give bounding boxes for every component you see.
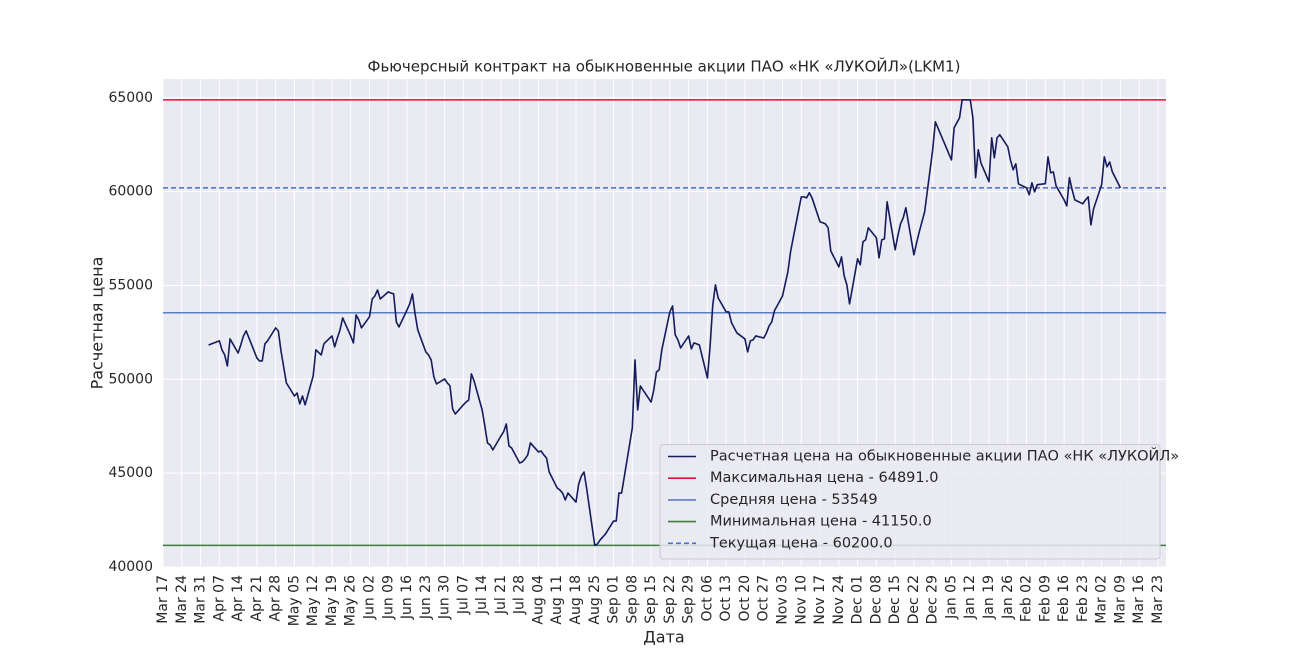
x-tick-label: Jun 09 xyxy=(380,575,396,620)
y-tick-label: 50000 xyxy=(108,371,153,387)
x-tick-label: Dec 22 xyxy=(906,575,922,624)
y-tick-label: 40000 xyxy=(108,559,153,575)
x-axis-label: Дата xyxy=(643,628,684,647)
x-tick-label: Oct 20 xyxy=(737,575,753,621)
x-tick-label: May 19 xyxy=(324,575,340,626)
y-tick-label: 60000 xyxy=(108,184,153,200)
x-tick-label: Jun 16 xyxy=(399,575,415,620)
legend-label: Средняя цена - 53549 xyxy=(710,492,878,508)
x-tick-label: Jan 26 xyxy=(1000,575,1016,620)
legend: Расчетная цена на обыкновенные акции ПАО… xyxy=(659,444,1179,560)
x-tick-label: Sep 15 xyxy=(643,575,659,624)
x-tick-label: Mar 24 xyxy=(174,575,190,624)
x-tick-label: Jul 28 xyxy=(512,575,528,615)
x-tick-label: Jun 02 xyxy=(362,575,378,620)
x-tick-label: Jan 12 xyxy=(962,575,978,620)
x-tick-label: Mar 09 xyxy=(1112,575,1128,624)
x-tick-label: May 26 xyxy=(343,575,359,626)
y-axis-label: Расчетная цена xyxy=(88,257,107,390)
x-tick-label: Apr 07 xyxy=(211,575,227,621)
y-tick-label: 65000 xyxy=(108,90,153,106)
legend-label: Максимальная цена - 64891.0 xyxy=(710,470,938,486)
x-tick-label: Aug 25 xyxy=(587,575,603,625)
x-tick-label: Sep 22 xyxy=(662,575,678,624)
x-tick-label: Jun 30 xyxy=(437,575,453,620)
x-tick-label: May 12 xyxy=(305,575,321,626)
x-tick-label: Nov 03 xyxy=(775,575,791,625)
x-tick-label: Jan 19 xyxy=(981,575,997,620)
x-tick-label: Feb 09 xyxy=(1037,575,1053,622)
x-tick-label: Mar 23 xyxy=(1150,575,1166,624)
x-tick-label: Aug 04 xyxy=(530,575,546,625)
x-tick-label: Dec 29 xyxy=(925,575,941,624)
x-tick-label: Nov 17 xyxy=(812,575,828,625)
y-tick-label: 55000 xyxy=(108,277,153,293)
legend-label: Минимальная цена - 41150.0 xyxy=(710,514,932,530)
legend-label: Расчетная цена на обыкновенные акции ПАО… xyxy=(710,447,1179,465)
x-tick-label: Sep 29 xyxy=(681,575,697,624)
x-tick-label: Dec 15 xyxy=(887,575,903,624)
x-tick-label: Aug 18 xyxy=(568,575,584,625)
x-tick-label: Apr 14 xyxy=(230,575,246,622)
x-tick-label: Dec 08 xyxy=(868,575,884,624)
x-tick-label: Jul 14 xyxy=(474,575,490,615)
legend-label: Текущая цена - 60200.0 xyxy=(709,535,893,551)
x-tick-label: Jun 23 xyxy=(418,575,434,620)
x-tick-label: Jan 05 xyxy=(943,575,959,620)
x-tick-label: Oct 06 xyxy=(699,575,715,622)
x-tick-label: Sep 08 xyxy=(624,575,640,624)
x-tick-label: Apr 28 xyxy=(268,575,284,621)
x-tick-label: Oct 13 xyxy=(718,575,734,621)
x-tick-label: Feb 02 xyxy=(1019,575,1035,622)
x-tick-label: Aug 11 xyxy=(549,575,565,625)
x-tick-label: Mar 16 xyxy=(1131,575,1147,624)
x-tick-label: Feb 23 xyxy=(1075,575,1091,622)
x-tick-label: Nov 24 xyxy=(831,575,847,625)
x-tick-label: May 05 xyxy=(286,575,302,626)
chart-title: Фьючерсный контракт на обыкновенные акци… xyxy=(368,57,961,76)
x-tick-label: Mar 02 xyxy=(1094,575,1110,624)
x-tick-label: Mar 17 xyxy=(155,575,171,624)
x-tick-label: Sep 01 xyxy=(606,575,622,624)
data-line xyxy=(208,99,1122,547)
x-tick-label: Jul 21 xyxy=(493,575,509,615)
x-tick-label: Mar 31 xyxy=(193,575,209,624)
y-tick-label: 45000 xyxy=(108,465,153,481)
x-tick-label: Apr 21 xyxy=(249,575,265,621)
legend-box xyxy=(659,444,1161,560)
x-tick-label: Nov 10 xyxy=(793,575,809,625)
x-tick-label: Dec 01 xyxy=(850,575,866,624)
x-tick-label: Feb 16 xyxy=(1056,575,1072,622)
x-tick-label: Jul 07 xyxy=(455,575,471,615)
x-tick-label: Oct 27 xyxy=(756,575,772,621)
